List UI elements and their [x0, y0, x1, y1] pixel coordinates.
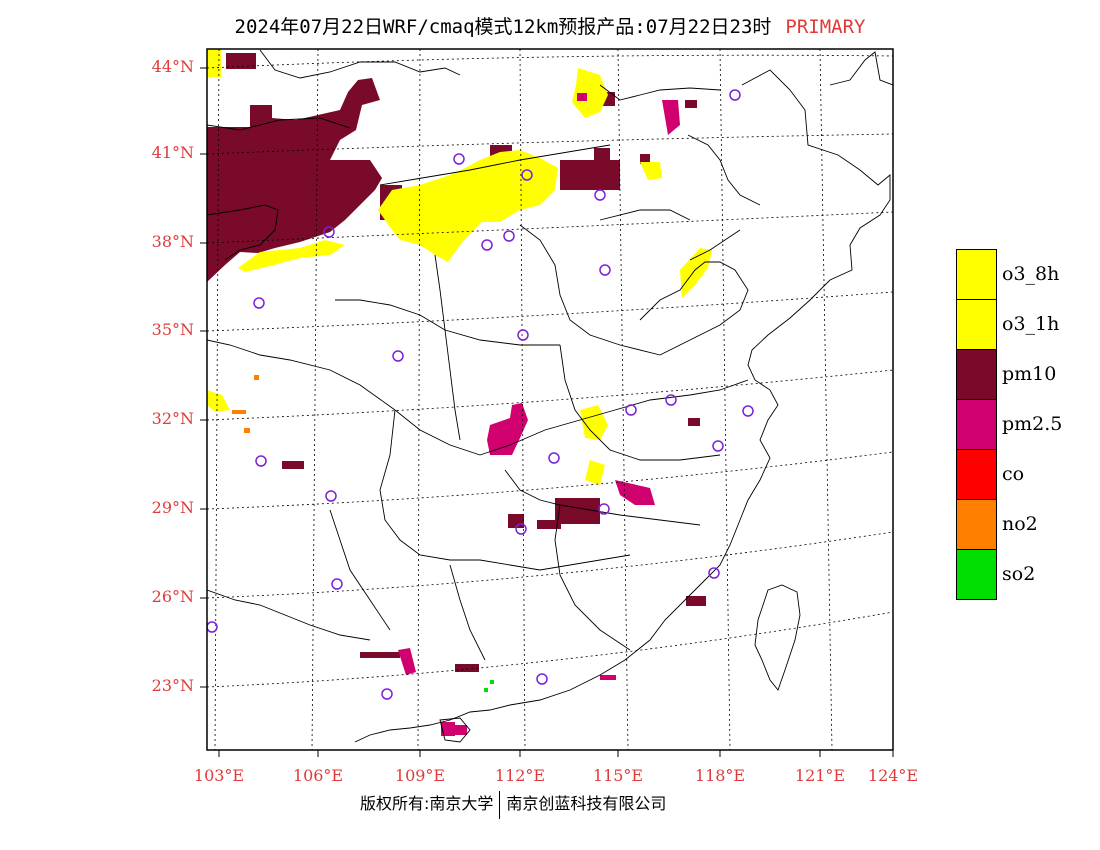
- copyright-right: 南京创蓝科技有限公司: [506, 794, 667, 813]
- lat-label-41n: 41°N: [151, 143, 194, 162]
- legend-swatch-o3-1h: [956, 299, 997, 350]
- legend-label-o3-1h: o3_1h: [1002, 313, 1060, 335]
- legend-label-pm25: pm2.5: [1002, 413, 1063, 435]
- lon-label-124e: 124°E: [867, 766, 919, 785]
- title-main: 2024年07月22日WRF/cmaq模式12km预报产品:07月22日23时: [234, 16, 772, 38]
- lon-label-118e: 118°E: [694, 766, 746, 785]
- chart-title: 2024年07月22日WRF/cmaq模式12km预报产品:07月22日23时 P…: [0, 12, 1100, 39]
- legend-swatch-co: [956, 449, 997, 500]
- lat-label-32n: 32°N: [151, 409, 194, 428]
- legend-label-no2: no2: [1002, 513, 1038, 535]
- lat-label-44n: 44°N: [151, 57, 194, 76]
- legend-swatch-o3-8h: [956, 249, 997, 300]
- lon-label-103e: 103°E: [193, 766, 245, 785]
- legend-swatch-pm10: [956, 349, 997, 400]
- no2-spots: [232, 375, 259, 433]
- footer-separator: [499, 790, 501, 819]
- city-markers: [207, 89, 754, 700]
- lon-label-115e: 115°E: [592, 766, 644, 785]
- copyright-left: 版权所有:南京大学: [360, 794, 494, 813]
- title-primary-tag: PRIMARY: [785, 16, 866, 38]
- legend-swatch-no2: [956, 499, 997, 550]
- lon-label-121e: 121°E: [794, 766, 846, 785]
- legend-label-so2: so2: [1002, 563, 1036, 585]
- lon-label-109e: 109°E: [394, 766, 446, 785]
- pm25-area: [398, 93, 680, 736]
- lon-label-106e: 106°E: [292, 766, 344, 785]
- pm10-area-northwest: [207, 53, 706, 672]
- lat-label-26n: 26°N: [151, 587, 194, 606]
- lat-label-35n: 35°N: [151, 320, 194, 339]
- legend-label-o3-8h: o3_8h: [1002, 263, 1060, 285]
- lon-label-112e: 112°E: [494, 766, 546, 785]
- legend-swatch-so2: [956, 549, 997, 600]
- lat-label-23n: 23°N: [151, 676, 194, 695]
- lat-label-38n: 38°N: [151, 232, 194, 251]
- axis-ticks: [200, 67, 894, 757]
- legend-label-co: co: [1002, 463, 1025, 485]
- graticule: [207, 49, 893, 750]
- lat-label-29n: 29°N: [151, 498, 194, 517]
- legend-label-pm10: pm10: [1002, 363, 1057, 385]
- legend-swatch-pm25: [956, 399, 997, 450]
- so2-spots: [484, 680, 494, 692]
- o3-area-north: [207, 49, 712, 485]
- copyright-footer: 版权所有:南京大学 南京创蓝科技有限公司: [360, 790, 666, 819]
- map-frame: [206, 48, 894, 751]
